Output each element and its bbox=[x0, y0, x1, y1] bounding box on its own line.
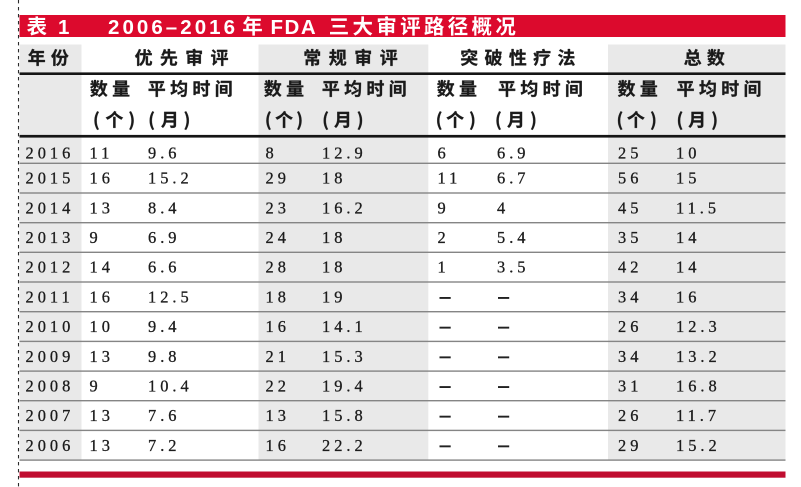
svg-text:8.4: 8.4 bbox=[148, 198, 181, 217]
svg-text:13: 13 bbox=[90, 198, 114, 217]
svg-text:13: 13 bbox=[90, 347, 114, 366]
svg-text:22: 22 bbox=[266, 376, 290, 395]
svg-text:22.2: 22.2 bbox=[322, 436, 367, 455]
svg-text:7.2: 7.2 bbox=[148, 436, 181, 455]
svg-text:10.4: 10.4 bbox=[148, 376, 193, 395]
svg-text:26: 26 bbox=[618, 317, 642, 336]
svg-text:2010: 2010 bbox=[26, 317, 75, 336]
svg-text:2007: 2007 bbox=[26, 406, 75, 425]
svg-text:18: 18 bbox=[322, 228, 346, 247]
svg-text:2014: 2014 bbox=[26, 198, 75, 217]
svg-text:29: 29 bbox=[266, 169, 290, 188]
svg-text:5.4: 5.4 bbox=[497, 228, 530, 247]
svg-text:14: 14 bbox=[676, 258, 700, 277]
svg-text:10: 10 bbox=[90, 317, 114, 336]
svg-text:6.7: 6.7 bbox=[497, 169, 530, 188]
svg-text:19.4: 19.4 bbox=[322, 376, 367, 395]
svg-text:15.2: 15.2 bbox=[676, 436, 721, 455]
svg-text:34: 34 bbox=[618, 347, 642, 366]
svg-text:7.6: 7.6 bbox=[148, 406, 181, 425]
svg-text:18: 18 bbox=[322, 258, 346, 277]
svg-text:14: 14 bbox=[676, 228, 700, 247]
svg-text:8: 8 bbox=[266, 143, 278, 162]
svg-text:6.9: 6.9 bbox=[148, 228, 181, 247]
svg-text:16: 16 bbox=[676, 287, 700, 306]
svg-text:13: 13 bbox=[90, 406, 114, 425]
svg-text:26: 26 bbox=[618, 406, 642, 425]
svg-text:16: 16 bbox=[266, 436, 290, 455]
svg-text:12.3: 12.3 bbox=[676, 317, 721, 336]
svg-text:2: 2 bbox=[438, 228, 450, 247]
svg-text:9: 9 bbox=[90, 376, 102, 395]
svg-text:15: 15 bbox=[676, 169, 700, 188]
svg-text:11.5: 11.5 bbox=[676, 198, 720, 217]
svg-text:16.2: 16.2 bbox=[322, 198, 367, 217]
svg-text:16: 16 bbox=[90, 287, 114, 306]
svg-text:9.4: 9.4 bbox=[148, 317, 181, 336]
svg-text:45: 45 bbox=[618, 198, 642, 217]
svg-text:2013: 2013 bbox=[26, 228, 75, 247]
svg-text:11: 11 bbox=[90, 143, 114, 162]
svg-text:6.6: 6.6 bbox=[148, 258, 181, 277]
svg-text:1: 1 bbox=[438, 258, 450, 277]
svg-text:2015: 2015 bbox=[26, 169, 75, 188]
svg-text:12.9: 12.9 bbox=[322, 143, 367, 162]
svg-text:2006: 2006 bbox=[26, 436, 75, 455]
svg-text:42: 42 bbox=[618, 258, 642, 277]
svg-text:2006–2016: 2006–2016 bbox=[108, 16, 235, 39]
svg-text:18: 18 bbox=[322, 169, 346, 188]
svg-text:9: 9 bbox=[438, 198, 450, 217]
svg-text:31: 31 bbox=[618, 376, 642, 395]
svg-text:35: 35 bbox=[618, 228, 642, 247]
svg-text:9: 9 bbox=[90, 228, 102, 247]
svg-text:12.5: 12.5 bbox=[148, 287, 193, 306]
svg-text:13.2: 13.2 bbox=[676, 347, 721, 366]
svg-text:23: 23 bbox=[266, 198, 290, 217]
svg-text:1: 1 bbox=[58, 16, 69, 39]
svg-text:15.3: 15.3 bbox=[322, 347, 367, 366]
svg-text:19: 19 bbox=[322, 287, 346, 306]
svg-text:2011: 2011 bbox=[26, 287, 74, 306]
svg-text:9.6: 9.6 bbox=[148, 143, 181, 162]
svg-text:15.2: 15.2 bbox=[148, 169, 193, 188]
svg-text:4: 4 bbox=[497, 198, 509, 217]
svg-text:56: 56 bbox=[618, 169, 642, 188]
svg-text:29: 29 bbox=[618, 436, 642, 455]
svg-text:14.1: 14.1 bbox=[322, 317, 367, 336]
svg-text:9.8: 9.8 bbox=[148, 347, 181, 366]
svg-text:2012: 2012 bbox=[26, 258, 75, 277]
svg-text:16: 16 bbox=[90, 169, 114, 188]
svg-text:3.5: 3.5 bbox=[497, 258, 530, 277]
svg-text:21: 21 bbox=[266, 347, 290, 366]
svg-text:6: 6 bbox=[438, 143, 450, 162]
svg-text:18: 18 bbox=[266, 287, 290, 306]
svg-text:FDA: FDA bbox=[271, 16, 318, 39]
svg-text:13: 13 bbox=[90, 436, 114, 455]
svg-text:2008: 2008 bbox=[26, 376, 75, 395]
svg-text:16.8: 16.8 bbox=[676, 376, 721, 395]
svg-text:25: 25 bbox=[618, 143, 642, 162]
svg-text:16: 16 bbox=[266, 317, 290, 336]
svg-text:6.9: 6.9 bbox=[497, 143, 530, 162]
svg-text:2009: 2009 bbox=[26, 347, 75, 366]
svg-text:14: 14 bbox=[90, 258, 114, 277]
svg-text:13: 13 bbox=[266, 406, 290, 425]
svg-text:2016: 2016 bbox=[26, 143, 75, 162]
svg-text:24: 24 bbox=[266, 228, 290, 247]
svg-text:15.8: 15.8 bbox=[322, 406, 367, 425]
svg-text:28: 28 bbox=[266, 258, 290, 277]
svg-text:34: 34 bbox=[618, 287, 642, 306]
svg-text:11: 11 bbox=[438, 169, 462, 188]
svg-text:10: 10 bbox=[676, 143, 700, 162]
svg-text:11.7: 11.7 bbox=[676, 406, 720, 425]
